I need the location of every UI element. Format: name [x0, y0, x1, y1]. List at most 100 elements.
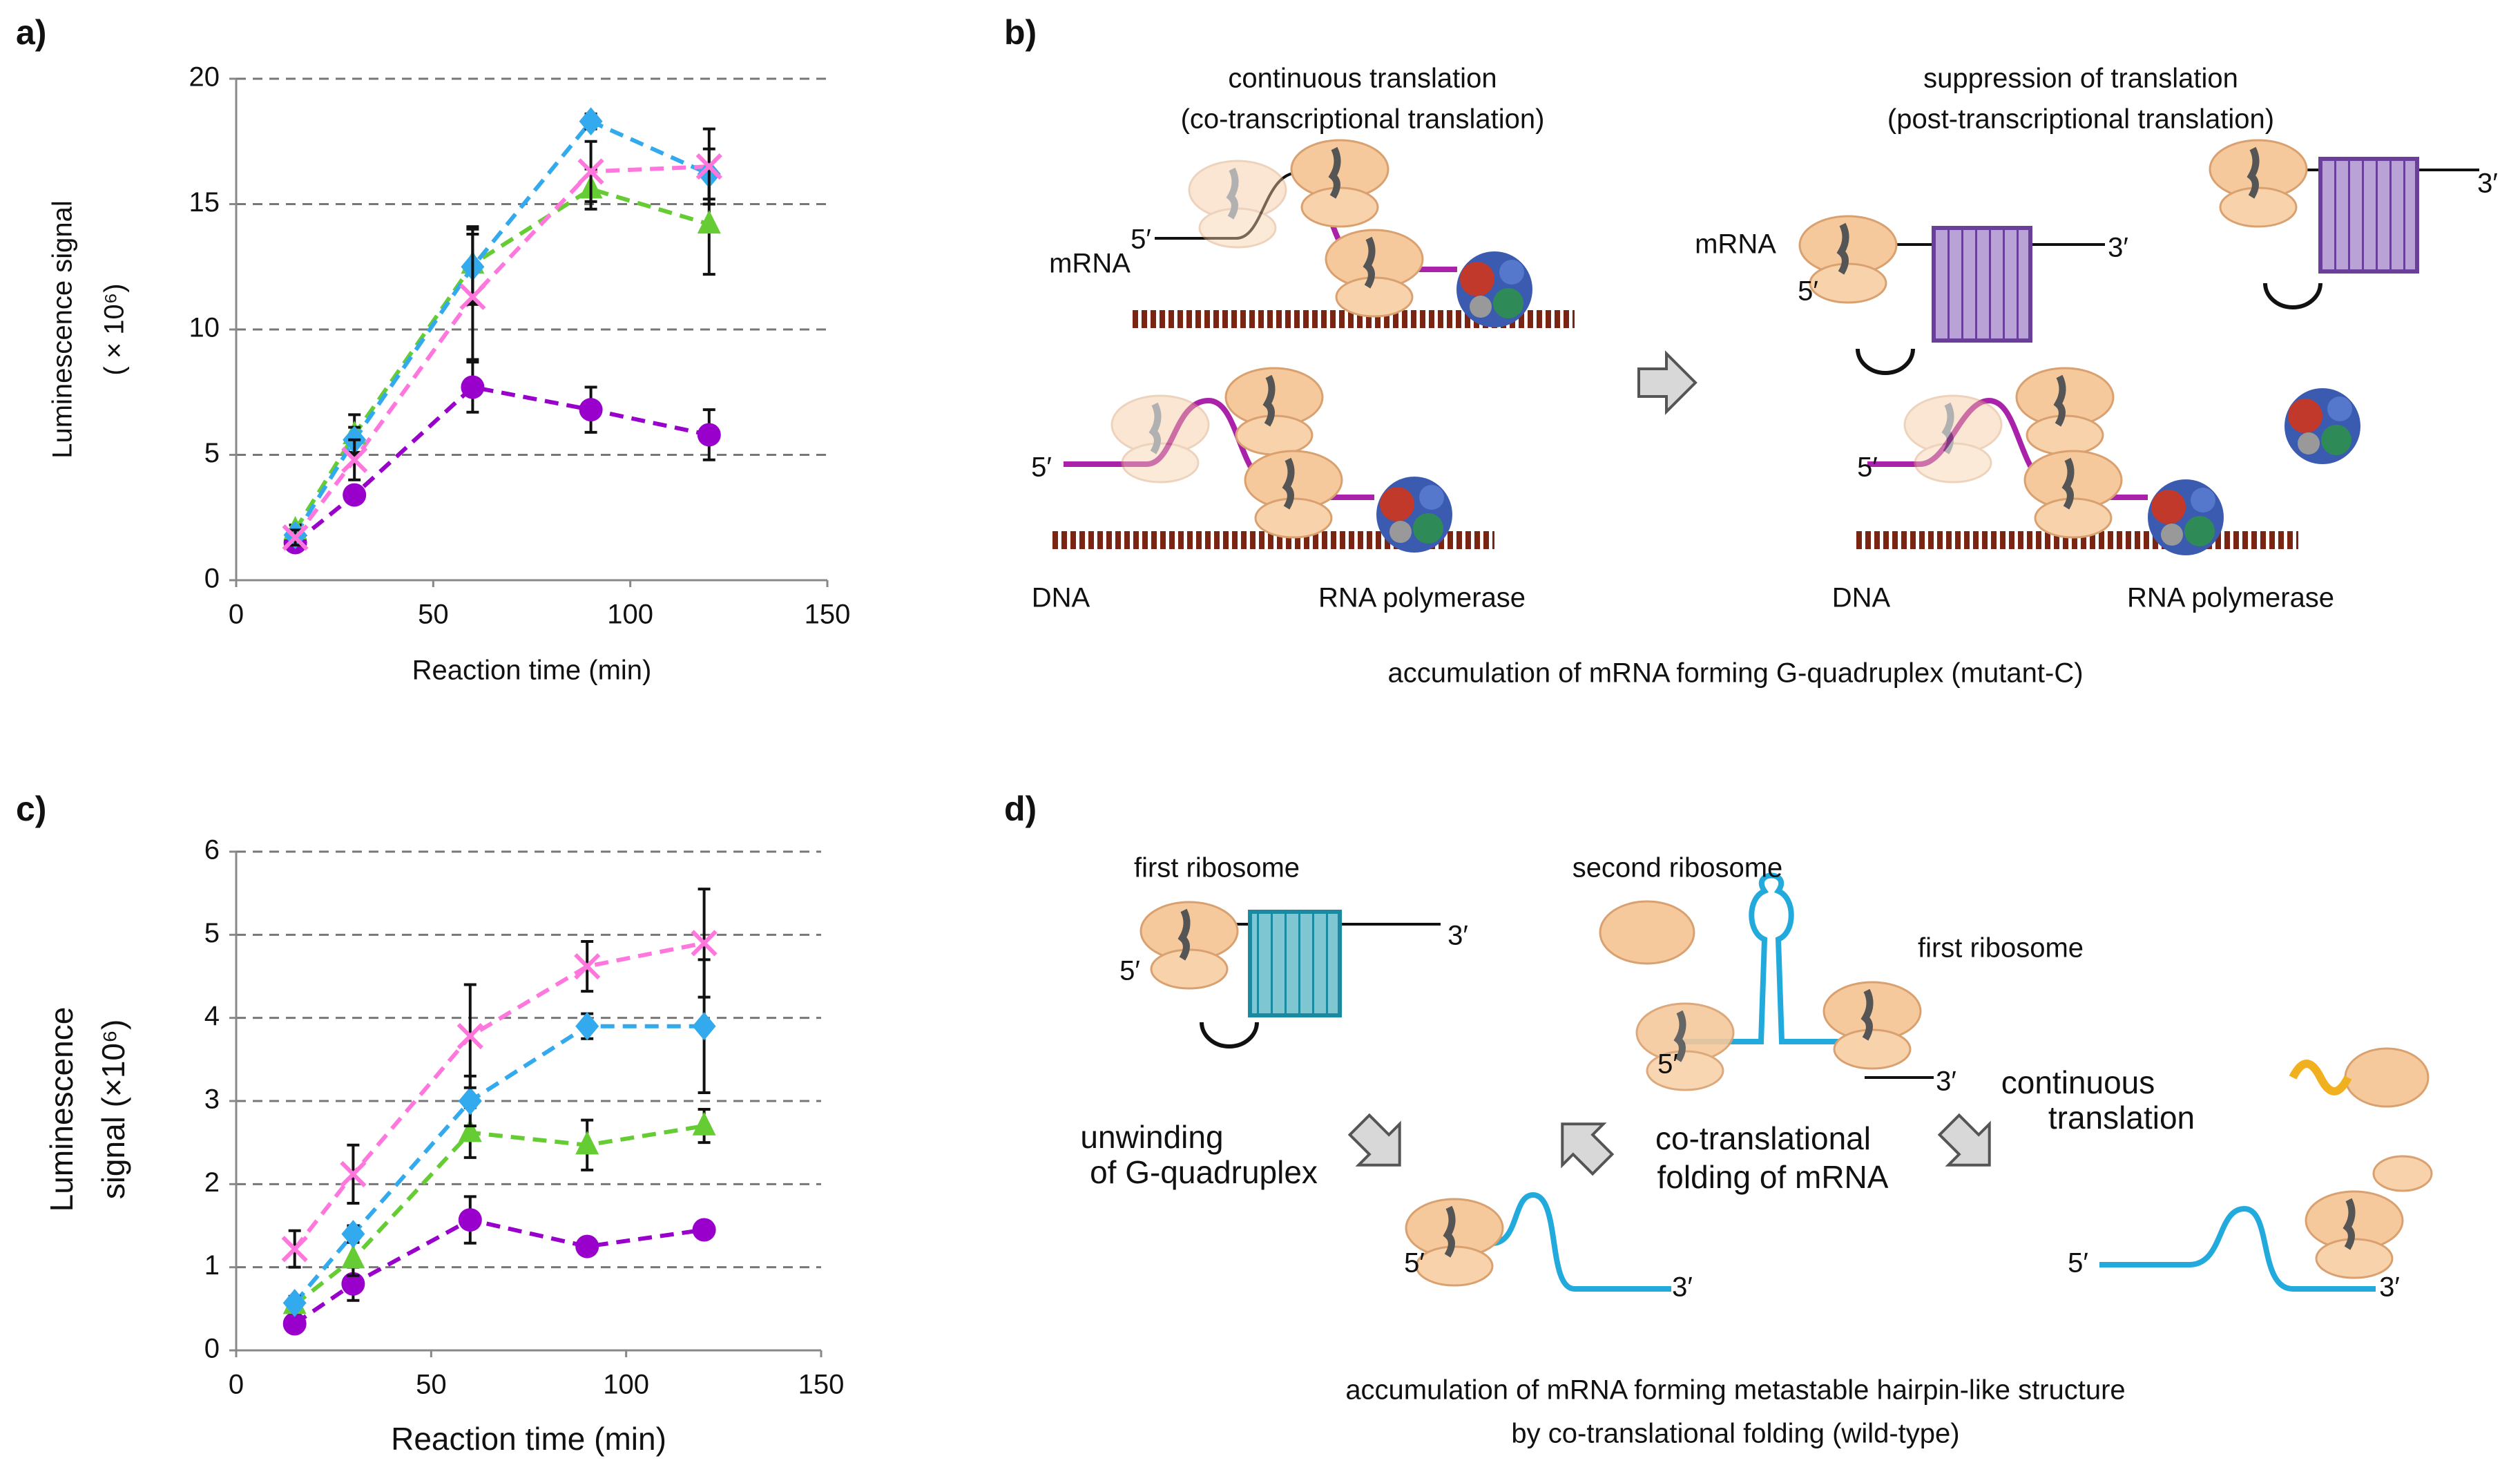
- label: mRNA: [1049, 249, 1131, 279]
- peptide: [1856, 348, 1915, 375]
- x-tick-label: 50: [418, 600, 449, 630]
- panel-label: a): [16, 13, 46, 52]
- mrna: [1684, 872, 1865, 1044]
- marker: [340, 1160, 367, 1188]
- ribosome: [2372, 1155, 2433, 1192]
- marker: [341, 1272, 365, 1296]
- ribosome: [1189, 161, 1286, 247]
- mrna: [1423, 1191, 1671, 1292]
- marker: [692, 1111, 716, 1136]
- step-label: folding of mRNA: [1657, 1159, 1889, 1195]
- x-tick-label: 0: [229, 600, 244, 630]
- label: 3′: [1447, 921, 1468, 951]
- label: 3′: [1672, 1272, 1693, 1303]
- label: mRNA: [1695, 229, 1776, 260]
- x-tick-label: 100: [607, 600, 653, 630]
- panel-label: d): [1004, 789, 1037, 828]
- ribosome: [1112, 396, 1209, 482]
- peptide: [2263, 283, 2322, 309]
- marker: [282, 1312, 307, 1336]
- series-line: [294, 385, 710, 544]
- marker: [697, 423, 721, 447]
- marker: [458, 1208, 482, 1232]
- ribosome: [1599, 900, 1695, 965]
- marker: [695, 153, 722, 180]
- title: (post-transcriptional translation): [1887, 104, 2274, 135]
- y-tick-label: 15: [189, 187, 220, 218]
- step-label: of G-quadruplex: [1090, 1154, 1318, 1190]
- ribosome: [2210, 140, 2307, 227]
- ribosome: [1905, 396, 2001, 482]
- ribosome: [1291, 140, 1388, 227]
- y-tick-label: 6: [204, 835, 220, 865]
- ribosome: [1824, 982, 1921, 1069]
- ribosome: [1226, 368, 1322, 454]
- label: 5′: [1857, 452, 1878, 483]
- label: 3′: [2379, 1272, 2400, 1303]
- step-label: unwinding: [1080, 1119, 1223, 1155]
- ribosome: [1637, 1004, 1733, 1090]
- label: RNA polymerase: [1318, 583, 1526, 613]
- ribosome: [2344, 1047, 2430, 1108]
- title: continuous translation: [1228, 64, 1497, 94]
- y-tick-label: 3: [204, 1084, 220, 1115]
- diagram-b: continuous translation (co-transcription…: [1031, 64, 2498, 689]
- arrow: [1542, 1104, 1623, 1185]
- y-axis-label: Luminescence signal: [48, 200, 78, 459]
- marker: [579, 107, 603, 136]
- ribosome: [1141, 902, 1238, 988]
- label: 3′: [2477, 169, 2498, 199]
- panel-label: b): [1004, 13, 1037, 52]
- arrow: [1339, 1104, 1420, 1185]
- y-tick-label: 1: [204, 1250, 220, 1281]
- ribosome: [2306, 1191, 2403, 1278]
- y-tick-label: 0: [204, 1334, 220, 1364]
- x-axis-label: Reaction time (min): [412, 655, 652, 686]
- polymerase: [2285, 388, 2360, 464]
- ribosome: [2017, 368, 2113, 454]
- polymerase: [1376, 477, 1452, 553]
- g-quadruplex: [1248, 910, 1342, 1017]
- ribosome: [2025, 451, 2122, 537]
- caption: accumulation of mRNA forming metastable …: [1345, 1375, 2125, 1406]
- g-quadruplex: [1932, 226, 2032, 343]
- ribosome: [1326, 230, 1423, 316]
- peptide: [1200, 1022, 1259, 1049]
- label: DNA: [1832, 583, 1891, 613]
- label: 5′: [1031, 452, 1052, 483]
- label: RNA polymerase: [2127, 583, 2334, 613]
- marker: [341, 446, 368, 473]
- series-line: [294, 119, 711, 537]
- y-axis-label: Luminescence: [44, 1007, 79, 1212]
- marker: [341, 1220, 365, 1248]
- y-axis-label: ( × 10⁶): [99, 283, 130, 375]
- marker: [343, 483, 367, 507]
- label: DNA: [1032, 583, 1090, 613]
- y-tick-label: 0: [204, 564, 220, 594]
- x-tick-label: 100: [603, 1370, 649, 1400]
- label: second ribosome: [1572, 853, 1783, 883]
- x-tick-label: 50: [416, 1370, 447, 1400]
- label: first ribosome: [1918, 933, 2084, 964]
- title: (co-transcriptional translation): [1181, 104, 1545, 135]
- x-tick-label: 150: [805, 600, 851, 630]
- arrow: [1637, 352, 1697, 413]
- y-tick-label: 4: [204, 1001, 220, 1031]
- label: 3′: [2108, 233, 2128, 263]
- marker: [575, 1131, 599, 1155]
- marker: [281, 1236, 308, 1263]
- label: 5′: [1404, 1248, 1425, 1279]
- polymerase: [1456, 251, 1532, 327]
- step-label: co-translational: [1655, 1120, 1871, 1156]
- y-tick-label: 2: [204, 1167, 220, 1198]
- label: 5′: [1657, 1049, 1678, 1080]
- marker: [458, 1118, 482, 1142]
- marker: [697, 210, 721, 234]
- panel-label: c): [16, 789, 46, 828]
- step-label: translation: [2048, 1100, 2195, 1136]
- marker: [282, 1289, 307, 1317]
- mrna: [2099, 1205, 2376, 1292]
- label: 3′: [1936, 1066, 1956, 1097]
- y-tick-label: 10: [189, 313, 220, 343]
